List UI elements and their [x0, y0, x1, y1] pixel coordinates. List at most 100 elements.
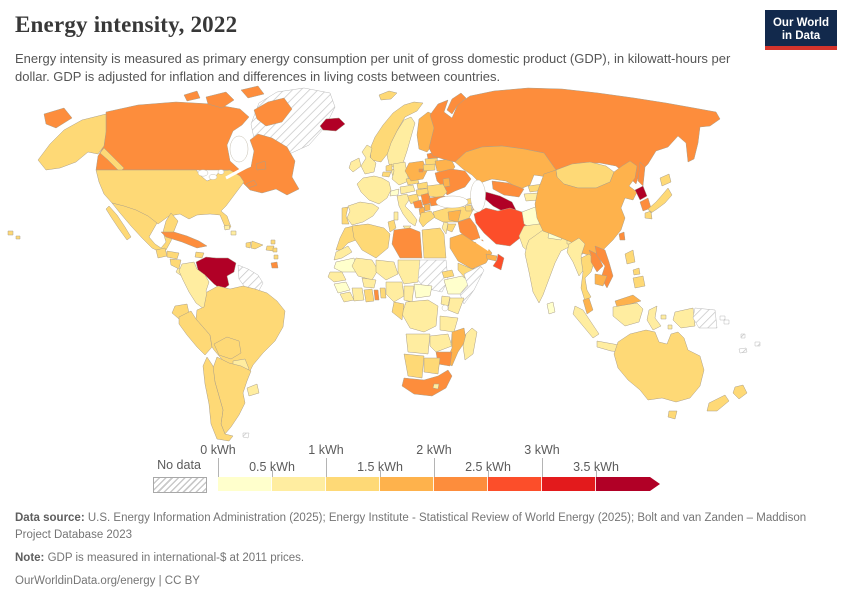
country-romania[interactable]: [426, 183, 448, 199]
country-kenya[interactable]: [447, 297, 465, 315]
country-uganda[interactable]: [440, 295, 451, 307]
country-sudan[interactable]: [417, 259, 449, 293]
country-uk[interactable]: [360, 144, 377, 175]
country-libya[interactable]: [391, 227, 423, 259]
country-solomon-islands[interactable]: [723, 319, 730, 325]
legend-bin[interactable]: [434, 477, 488, 491]
country-benin[interactable]: [379, 287, 387, 299]
country-vanuatu[interactable]: [740, 333, 746, 339]
country-iceland[interactable]: [319, 117, 346, 132]
country-russia-novaya-zemlya[interactable]: [446, 92, 467, 115]
country-lithuania[interactable]: [422, 163, 436, 172]
country-cuba[interactable]: [160, 231, 208, 249]
country-portugal[interactable]: [341, 206, 350, 225]
country-guianas[interactable]: [237, 264, 264, 295]
country-norway-svalbard[interactable]: [378, 90, 398, 101]
country-belgium[interactable]: [381, 171, 392, 178]
legend-bin[interactable]: [326, 477, 380, 491]
country-chile[interactable]: [202, 356, 234, 442]
country-north-macedonia[interactable]: [423, 203, 431, 212]
country-western-sahara[interactable]: [333, 245, 353, 261]
country-japan[interactable]: [644, 173, 673, 220]
country-jamaica[interactable]: [194, 251, 205, 259]
country-north-korea[interactable]: [634, 185, 648, 201]
country-sierra-leone[interactable]: [339, 291, 355, 303]
country-philippines[interactable]: [624, 249, 646, 289]
country-poland[interactable]: [404, 160, 428, 182]
country-uae[interactable]: [485, 253, 498, 262]
country-trinidad[interactable]: [270, 261, 279, 269]
country-ireland[interactable]: [348, 157, 362, 173]
country-canada-newfoundland[interactable]: [255, 160, 267, 171]
legend-bin[interactable]: [272, 477, 326, 491]
country-uruguay[interactable]: [246, 383, 260, 397]
country-mexico[interactable]: [111, 202, 179, 253]
country-switzerland[interactable]: [389, 188, 400, 197]
country-canada-nova-scotia[interactable]: [245, 179, 258, 189]
country-niger[interactable]: [375, 259, 399, 281]
country-angola[interactable]: [405, 333, 431, 355]
country-congo[interactable]: [391, 301, 405, 321]
country-canada-baffin[interactable]: [253, 97, 293, 127]
country-nicaragua[interactable]: [169, 258, 182, 270]
credit-line[interactable]: OurWorldinData.org/energy | CC BY: [15, 575, 200, 587]
country-sri-lanka[interactable]: [546, 301, 556, 315]
country-ghana[interactable]: [363, 288, 375, 303]
legend-no-data-swatch[interactable]: [153, 477, 207, 493]
country-lesotho[interactable]: [432, 383, 440, 390]
country-cameroon[interactable]: [403, 285, 415, 303]
country-tunisia[interactable]: [387, 219, 397, 233]
country-algeria[interactable]: [351, 223, 391, 259]
country-zambia[interactable]: [429, 333, 453, 353]
country-png[interactable]: [692, 307, 726, 329]
country-usa-hawaii[interactable]: [7, 230, 21, 240]
country-netherlands[interactable]: [385, 163, 393, 172]
country-botswana[interactable]: [423, 357, 441, 375]
country-dominican-republic[interactable]: [250, 240, 264, 250]
legend-bin[interactable]: [380, 477, 434, 491]
country-canada-ellesmere[interactable]: [240, 85, 265, 99]
country-drc[interactable]: [401, 299, 439, 333]
country-venezuela[interactable]: [195, 256, 237, 291]
country-mali[interactable]: [351, 257, 379, 281]
country-ethiopia[interactable]: [443, 275, 471, 295]
country-eritrea[interactable]: [441, 269, 455, 279]
country-vietnam[interactable]: [594, 245, 614, 289]
country-haiti[interactable]: [245, 241, 252, 249]
country-madagascar[interactable]: [462, 327, 478, 361]
country-namibia[interactable]: [403, 353, 425, 379]
country-austria[interactable]: [399, 184, 416, 195]
country-usa-alaska[interactable]: [37, 113, 107, 171]
country-tanzania[interactable]: [439, 315, 459, 333]
country-jordan[interactable]: [446, 223, 457, 233]
country-honduras[interactable]: [166, 250, 180, 260]
country-france[interactable]: [356, 175, 392, 205]
country-malaysia[interactable]: [582, 294, 642, 315]
country-bahamas[interactable]: [223, 224, 237, 236]
country-falklands[interactable]: [242, 432, 250, 439]
country-lesser-antilles[interactable]: [270, 239, 279, 260]
country-armenia[interactable]: [464, 204, 473, 212]
country-cambodia[interactable]: [594, 273, 608, 287]
country-russia-chukotka[interactable]: [43, 107, 73, 129]
country-australia-tasmania[interactable]: [667, 410, 678, 420]
country-car[interactable]: [413, 283, 433, 299]
legend-bin[interactable]: [218, 477, 272, 491]
country-mauritania[interactable]: [333, 257, 359, 273]
country-canada-victoria-island[interactable]: [205, 91, 235, 109]
country-fiji[interactable]: [754, 341, 761, 347]
country-egypt[interactable]: [421, 227, 447, 259]
country-south-africa[interactable]: [401, 369, 453, 397]
owid-logo[interactable]: Our World in Data: [765, 10, 837, 50]
country-taiwan[interactable]: [618, 231, 626, 241]
legend-bin[interactable]: [542, 477, 596, 491]
legend-bin[interactable]: [596, 477, 660, 491]
country-somalia[interactable]: [459, 265, 485, 305]
country-guatemala[interactable]: [155, 247, 168, 259]
country-myanmar[interactable]: [566, 237, 586, 277]
country-chad[interactable]: [397, 259, 421, 285]
country-guinea[interactable]: [333, 281, 351, 294]
country-russia-kaliningrad[interactable]: [418, 168, 424, 173]
country-china[interactable]: [534, 160, 638, 257]
country-mexico-baja[interactable]: [105, 205, 132, 241]
